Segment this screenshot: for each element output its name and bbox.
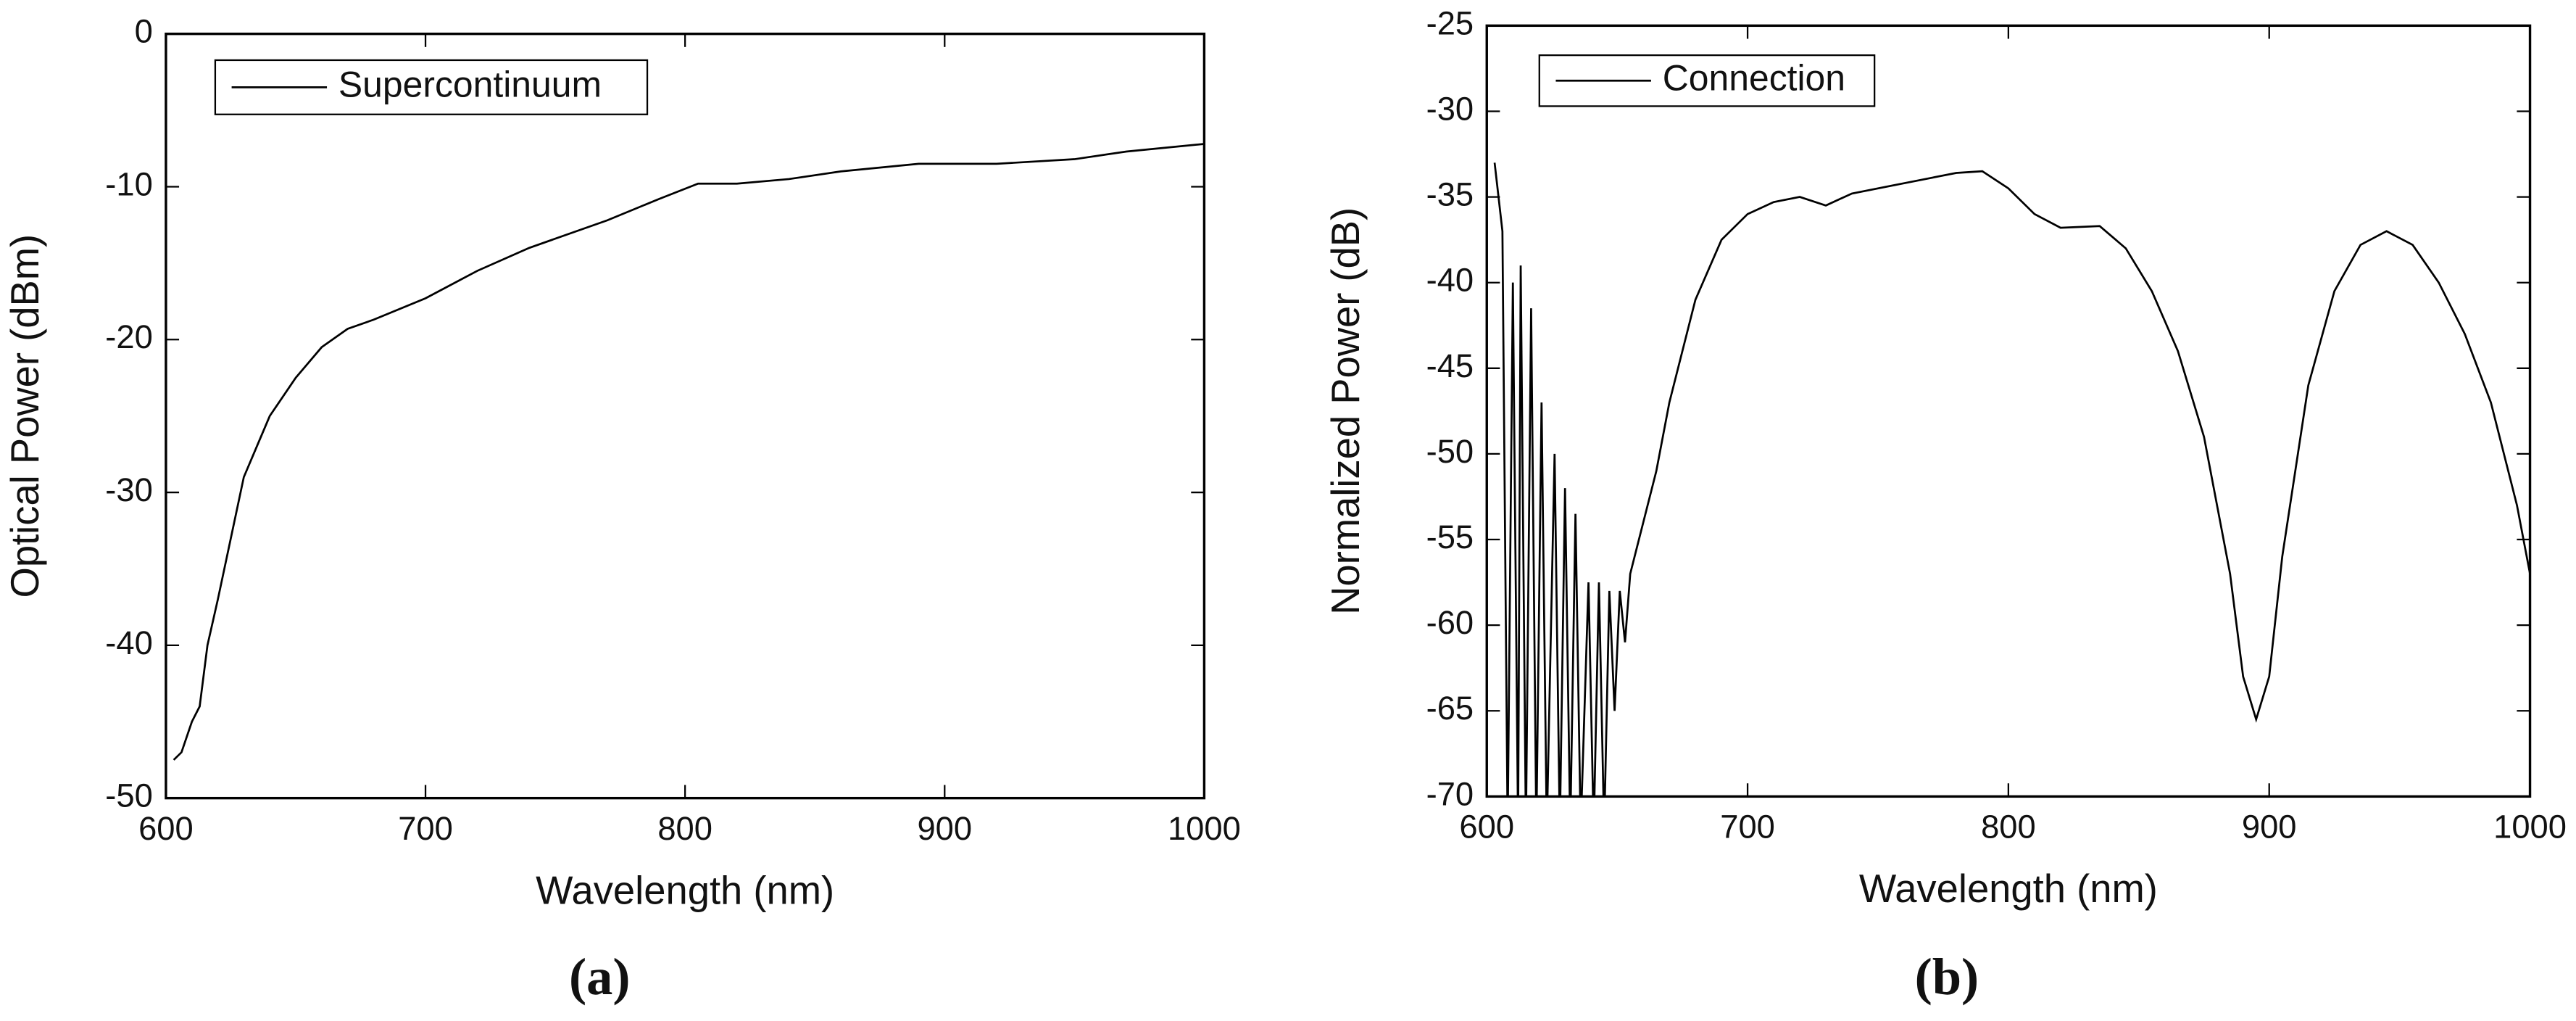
y-tick-label: -40 — [1426, 262, 1474, 299]
y-tick-label: -25 — [1426, 4, 1474, 41]
y-tick-label: -45 — [1426, 347, 1474, 384]
x-tick-label: 600 — [1459, 809, 1514, 846]
plot-frame — [165, 32, 1206, 800]
y-tick-label: -40 — [105, 624, 153, 661]
y-axis-title: Optical Power (dBm) — [3, 234, 47, 598]
caption: (b) — [1915, 947, 1979, 1006]
y-tick-label: -55 — [1426, 518, 1474, 555]
x-tick-label: 700 — [1720, 809, 1775, 846]
x-tick-label: 800 — [1981, 809, 2036, 846]
y-tick-label: -30 — [105, 471, 153, 508]
caption: (a) — [569, 947, 631, 1006]
x-tick-label: 800 — [657, 810, 712, 847]
x-tick-label: 900 — [2242, 809, 2297, 846]
x-tick-label: 900 — [917, 810, 972, 847]
x-tick-label: 1000 — [1168, 810, 1241, 847]
line-series — [1493, 162, 2530, 797]
x-tick-label: 600 — [138, 810, 194, 847]
plot-frame — [1485, 24, 2532, 798]
line-series — [173, 143, 1205, 761]
legend-label: Connection — [1663, 57, 1845, 98]
y-tick-label: -30 — [1426, 90, 1474, 127]
x-axis-title: Wavelength (nm) — [536, 868, 834, 912]
y-tick-label: -10 — [105, 165, 153, 202]
x-tick-label: 1000 — [2493, 809, 2567, 846]
y-tick-label: -60 — [1426, 604, 1474, 641]
y-tick-label: 0 — [135, 13, 153, 50]
y-tick-label: -20 — [105, 318, 153, 355]
y-tick-label: -70 — [1426, 775, 1474, 812]
y-tick-label: -50 — [1426, 433, 1474, 470]
y-tick-label: -35 — [1426, 176, 1474, 213]
x-axis-title: Wavelength (nm) — [1859, 867, 2158, 911]
y-axis-title: Normalized Power (dB) — [1324, 207, 1368, 615]
legend-label: Supercontinuum — [338, 65, 602, 105]
y-tick-label: -50 — [105, 777, 153, 814]
y-tick-label: -65 — [1426, 690, 1474, 727]
x-tick-label: 700 — [398, 810, 453, 847]
